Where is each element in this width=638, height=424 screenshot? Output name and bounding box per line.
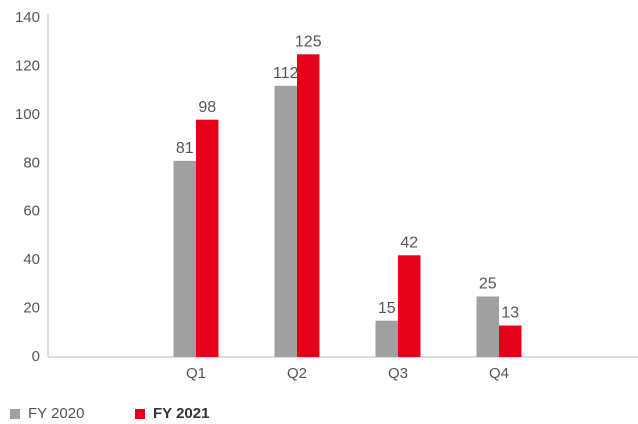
- y-tick-label: 20: [23, 300, 40, 317]
- y-tick-label: 100: [15, 106, 40, 123]
- value-label: 81: [176, 140, 194, 157]
- value-label: 125: [295, 34, 322, 51]
- x-tick-label: Q1: [186, 365, 206, 382]
- y-tick-label: 80: [23, 154, 40, 171]
- y-tick-label: 60: [23, 203, 40, 220]
- bar: [499, 325, 522, 357]
- y-tick-label: 140: [15, 9, 40, 26]
- value-label: 13: [501, 305, 519, 322]
- legend-swatch: [10, 409, 20, 419]
- x-tick-label: Q3: [388, 365, 408, 382]
- bar: [476, 296, 499, 357]
- bar: [274, 85, 297, 358]
- legend-label: FY 2021: [153, 405, 209, 422]
- y-tick-label: 0: [32, 348, 40, 365]
- value-label: 98: [198, 99, 216, 116]
- value-label: 15: [378, 300, 396, 317]
- legend-label: FY 2020: [28, 405, 84, 422]
- value-label: 25: [479, 276, 497, 293]
- x-tick-label: Q2: [287, 365, 307, 382]
- y-tick-label: 120: [15, 57, 40, 74]
- x-tick-label: Q4: [489, 365, 509, 382]
- legend-swatch: [135, 409, 145, 419]
- bar: [173, 160, 196, 357]
- bar: [196, 119, 219, 357]
- bar: [375, 320, 398, 357]
- bar: [398, 255, 421, 357]
- value-label: 42: [400, 235, 418, 252]
- value-label: 112: [273, 65, 299, 82]
- bar: [297, 54, 320, 357]
- y-tick-label: 40: [23, 251, 40, 268]
